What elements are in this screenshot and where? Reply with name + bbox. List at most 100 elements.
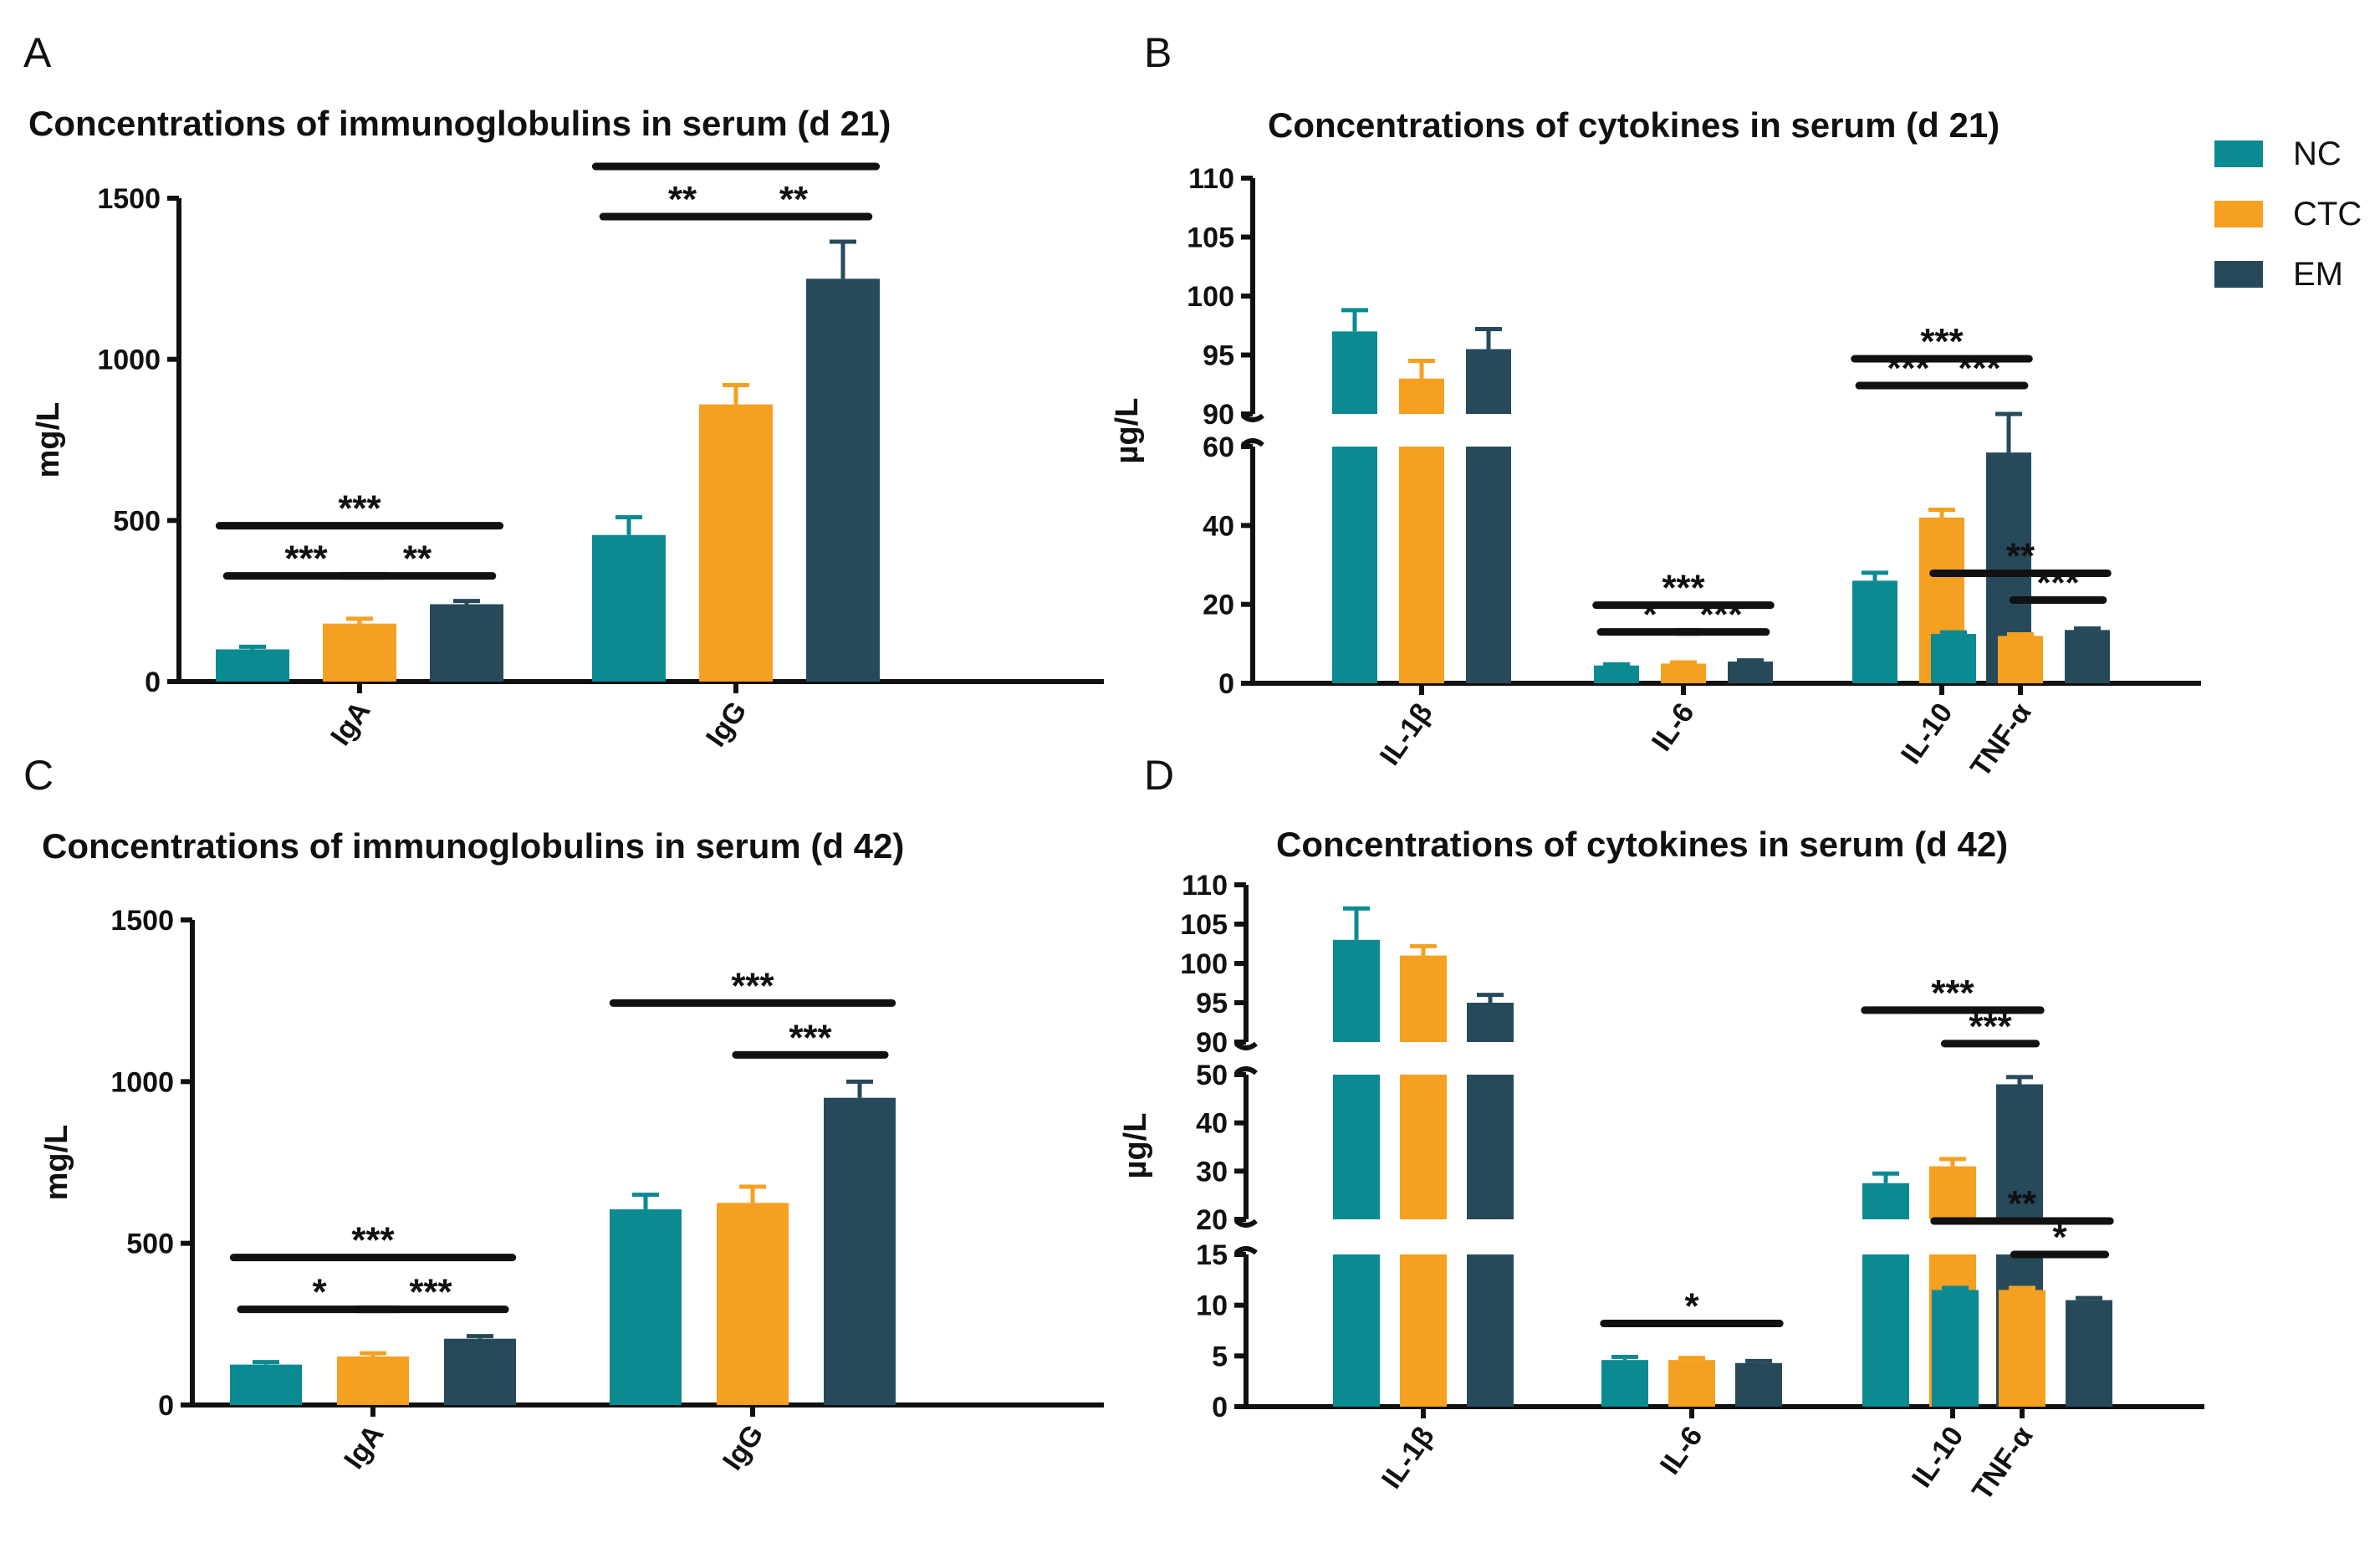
x-tick-label-il-10: IL-10 [1895,697,1959,770]
legend-label-nc: NC [2293,135,2342,172]
significance-label: ** [403,539,432,580]
y-tick-label: 40 [1196,1108,1228,1140]
significance-label: *** [1920,321,1964,362]
panel-c-title: Concentrations of immunoglobulins in ser… [42,826,905,866]
legend-item-em: EM [2214,244,2362,304]
bar-ctc-il-1 [1400,1075,1447,1219]
y-tick-label: 110 [1188,163,1234,195]
significance-label: *** [409,1272,452,1313]
y-tick-label: 105 [1180,909,1228,941]
y-tick-label: 0 [1212,1392,1228,1423]
significance-label: *** [1969,1006,2012,1047]
y-tick-label: 90 [1196,1027,1228,1059]
bar-nc-il-1 [1333,1075,1380,1219]
panel-b-label: B [1144,29,1172,76]
bar-em-il-10 [1996,1084,2043,1219]
x-tick-label-il-1: IL-1β [1376,1421,1441,1494]
bar-ctc-igg [717,1203,789,1405]
legend-label-em: EM [2293,255,2343,293]
panel-d-label: D [1144,752,1175,799]
y-axis-label: mg/L [31,402,66,478]
y-tick-label: 1000 [97,345,161,376]
y-tick-label: 500 [126,1229,174,1260]
bar-em-il-1 [1466,447,1511,683]
bar-nc-tnf [1932,1290,1979,1407]
y-tick-label: 0 [158,1390,174,1422]
legend-swatch-ctc [2214,201,2263,227]
x-tick-label-tnf: TNF-α [1966,1421,2040,1506]
panel-a-label: A [23,29,52,76]
y-axis-label: µg/L [1118,1113,1153,1179]
significance-label: *** [1931,973,1974,1014]
bar-ctc-il-1 [1400,1254,1447,1407]
bar-ctc-iga [323,623,396,682]
significance-label: *** [731,965,774,1006]
bar-nc-il-6 [1601,1360,1648,1407]
y-tick-label: 100 [1180,948,1228,980]
axis-break-mark [1234,1218,1258,1228]
significance-label: * [2052,1217,2067,1258]
bar-nc-igg [592,534,666,682]
significance-label: ** [2006,535,2035,576]
y-tick-label: 100 [1187,281,1234,313]
significance-label: *** [284,539,328,580]
bar-ctc-tnf [1998,636,2043,683]
axis-break-mark [1234,1246,1258,1255]
x-tick-label-igg: IgG [700,696,753,753]
significance-label: ** [779,179,809,220]
bar-ctc-tnf [1999,1290,2045,1407]
significance-label: * [1684,1286,1699,1327]
x-tick-label-il-1: IL-1β [1374,697,1439,771]
bar-em-igg [806,278,880,682]
y-tick-label: 20 [1196,1204,1228,1236]
y-tick-label: 15 [1196,1239,1228,1271]
axis-break-mark [1234,1066,1258,1075]
bar-ctc-il-10 [1929,1166,1976,1219]
y-tick-label: 40 [1203,510,1234,542]
bar-em-iga [444,1338,516,1405]
bar-em-il-1 [1466,349,1511,414]
bar-nc-il-10 [1862,1254,1909,1407]
y-tick-label: 110 [1182,870,1228,902]
significance-label: * [312,1272,327,1313]
significance-label: ** [2008,1183,2037,1224]
y-axis-label: mg/L [39,1125,74,1201]
legend-item-nc: NC [2214,124,2362,184]
significance-label: *** [338,488,381,529]
y-tick-label: 20 [1203,590,1234,621]
x-tick-label-il-6: IL-6 [1654,1421,1709,1480]
bar-ctc-il-1 [1399,447,1444,683]
x-tick-label-il-10: IL-10 [1906,1421,1970,1494]
significance-label: *** [1699,595,1743,636]
bar-em-il-1 [1467,1254,1514,1407]
y-tick-label: 105 [1187,222,1234,254]
significance-label: *** [1958,348,2001,389]
y-tick-label: 60 [1203,432,1234,463]
axis-break-mark [1234,1041,1258,1050]
bar-em-il-6 [1728,662,1773,683]
bar-nc-il-10 [1862,1183,1909,1219]
y-tick-label: 1000 [110,1066,174,1098]
bar-ctc-il-6 [1668,1360,1715,1407]
bar-nc-il-10 [1852,580,1897,683]
y-axis-label: µg/L [1110,398,1145,464]
bar-ctc-il-6 [1661,663,1706,683]
significance-label: *** [714,155,758,170]
y-tick-label: 95 [1196,988,1228,1019]
y-tick-label: 1500 [110,905,174,937]
bar-nc-iga [230,1364,302,1405]
legend-label-ctc: CTC [2293,195,2362,232]
bar-ctc-iga [337,1356,409,1405]
y-tick-label: 0 [145,667,161,698]
y-tick-label: 1500 [97,183,161,215]
y-tick-label: 0 [1218,668,1234,700]
panel-a-title: Concentrations of immunoglobulins in ser… [28,104,891,143]
bar-em-igg [824,1097,896,1405]
legend: NC CTC EM [2214,124,2362,304]
bar-ctc-igg [699,404,773,682]
